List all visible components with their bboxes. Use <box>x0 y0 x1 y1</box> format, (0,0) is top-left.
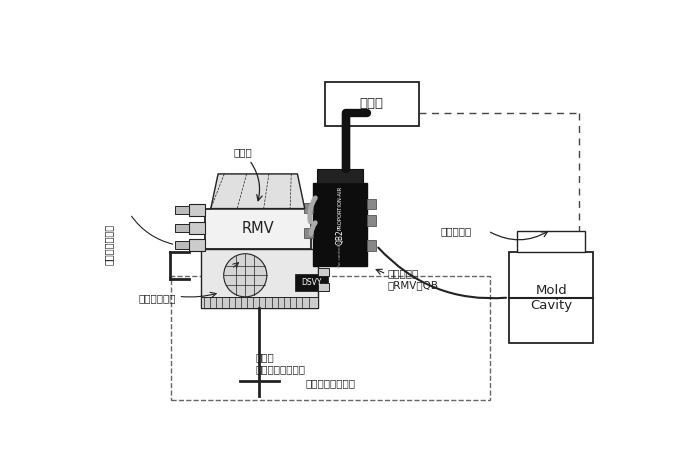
Text: DSVY: DSVY <box>302 278 322 287</box>
Bar <box>201 297 318 308</box>
Bar <box>318 268 329 275</box>
Bar <box>175 241 189 248</box>
Bar <box>367 215 376 226</box>
Bar <box>304 228 313 238</box>
Bar <box>367 199 376 210</box>
Bar <box>189 222 205 234</box>
Bar <box>175 206 189 214</box>
Text: 进气口
（真空源接此处）: 进气口 （真空源接此处） <box>256 353 306 374</box>
Text: 控制器: 控制器 <box>360 97 384 110</box>
Bar <box>171 275 491 401</box>
Text: 辅助真空管
从RMV到QB: 辅助真空管 从RMV到QB <box>388 269 439 290</box>
Polygon shape <box>211 174 305 209</box>
Text: RMV: RMV <box>241 221 274 236</box>
Text: 排气端: 排气端 <box>234 147 253 157</box>
Text: 压力传感器: 压力传感器 <box>440 226 471 236</box>
Circle shape <box>224 254 267 297</box>
Text: 出口端连接到腔室: 出口端连接到腔室 <box>306 378 356 388</box>
Text: 输出测量端口: 输出测量端口 <box>139 294 176 304</box>
Text: 受控真空感应线: 受控真空感应线 <box>104 224 114 265</box>
Bar <box>205 209 311 248</box>
Bar <box>509 253 594 343</box>
Bar <box>189 204 205 216</box>
Bar <box>201 248 318 308</box>
Bar <box>318 283 329 291</box>
Bar <box>367 240 376 251</box>
Bar <box>325 82 418 126</box>
Bar <box>295 274 328 291</box>
Bar <box>317 169 363 183</box>
Bar <box>189 238 205 251</box>
Text: Vac control, Inc.: Vac control, Inc. <box>338 235 342 268</box>
Text: Mold
Cavity: Mold Cavity <box>530 283 572 311</box>
Bar <box>175 224 189 232</box>
Text: PROPORTION-AIR: PROPORTION-AIR <box>337 186 343 230</box>
Bar <box>517 231 585 253</box>
Bar <box>304 203 313 213</box>
Bar <box>313 183 367 266</box>
Text: QB2: QB2 <box>336 229 345 245</box>
